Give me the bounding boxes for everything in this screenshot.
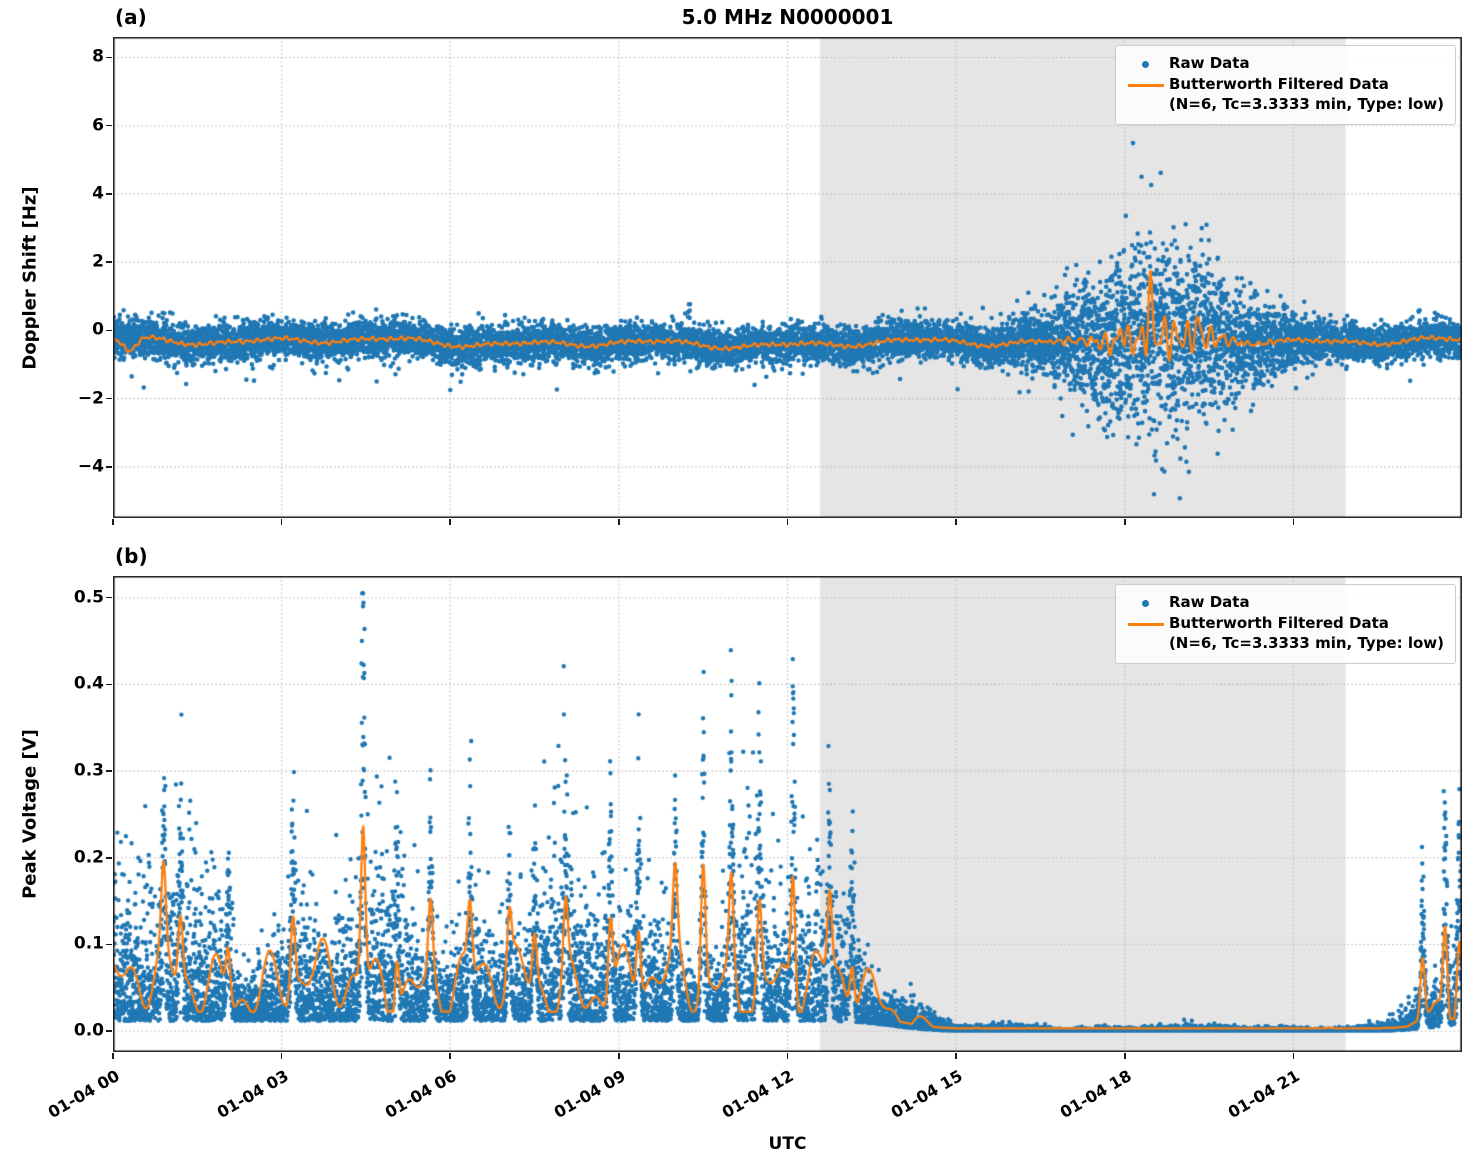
raw-data-dot-marker [1123, 593, 1169, 613]
y-tick-mark [106, 1030, 112, 1032]
x-tick-mark [449, 1053, 452, 1059]
y-tick-label-1-5: 0.0 [73, 1020, 104, 1041]
legend-row-filtered: Butterworth Filtered Data (N=6, Tc=3.333… [1123, 614, 1444, 654]
y-tick-label-0-0: 8 [92, 47, 104, 68]
x-tick-mark [786, 1053, 789, 1059]
y-tick-mark [106, 683, 112, 686]
legend-filtered-label-line2: (N=6, Tc=3.3333 min, Type: low) [1168, 633, 1444, 652]
y-tick-mark [106, 124, 112, 127]
y-tick-mark [106, 770, 112, 772]
y-tick-label-0-2: 4 [92, 183, 104, 204]
x-tick-label-7: 01-04 21 [1225, 1066, 1304, 1122]
y-tick-label-0-5: −2 [77, 388, 104, 409]
legend-filtered-label: Butterworth Filtered Data (N=6, Tc=3.333… [1169, 614, 1444, 654]
raw-data-dot-marker [1123, 54, 1169, 74]
x-tick-mark [280, 519, 283, 525]
x-tick-mark [1292, 1053, 1295, 1059]
axes-voltage: Raw Data Butterworth Filtered Data (N=6,… [113, 576, 1462, 1052]
y-tick-mark [106, 56, 112, 59]
x-tick-mark [1123, 519, 1126, 525]
panel-label-a: (a) [115, 5, 147, 29]
x-tick-mark [618, 519, 620, 525]
filtered-line-marker [1123, 614, 1169, 634]
x-tick-mark [955, 519, 957, 525]
y-tick-mark [106, 193, 112, 195]
y-tick-label-1-1: 0.4 [73, 673, 104, 694]
x-tick-label-6: 01-04 18 [1056, 1066, 1135, 1122]
x-tick-label-4: 01-04 12 [719, 1066, 798, 1122]
legend-voltage: Raw Data Butterworth Filtered Data (N=6,… [1114, 584, 1456, 664]
legend-filtered-label-line1: Butterworth Filtered Data [1168, 614, 1389, 632]
y-tick-mark [106, 466, 112, 468]
legend-raw-label: Raw Data [1168, 593, 1250, 611]
x-tick-mark [449, 519, 452, 525]
filtered-line-marker [1123, 75, 1169, 95]
legend-raw-label: Raw Data [1168, 54, 1250, 72]
legend-doppler: Raw Data Butterworth Filtered Data (N=6,… [1114, 45, 1456, 125]
axes-doppler: Raw Data Butterworth Filtered Data (N=6,… [113, 37, 1462, 518]
x-tick-mark [786, 519, 789, 525]
y-axis-label-voltage: Peak Voltage [V] [19, 729, 41, 899]
y-tick-label-1-3: 0.2 [73, 847, 104, 868]
y-tick-mark [106, 856, 112, 859]
legend-row-raw: Raw Data [1123, 593, 1444, 613]
legend-filtered-label-line2: (N=6, Tc=3.3333 min, Type: low) [1168, 94, 1444, 113]
y-tick-mark [106, 329, 112, 332]
y-axis-label-doppler: Doppler Shift [Hz] [19, 186, 41, 370]
y-tick-label-0-1: 6 [92, 115, 104, 136]
y-tick-label-1-2: 0.3 [73, 760, 104, 781]
y-tick-label-0-6: −4 [77, 456, 104, 477]
x-tick-mark [618, 1053, 620, 1059]
y-tick-mark [106, 943, 112, 946]
y-tick-label-0-4: 0 [92, 319, 104, 340]
y-tick-label-0-3: 2 [92, 251, 104, 272]
y-tick-mark [106, 397, 112, 400]
x-axis-label: UTC [768, 1134, 807, 1154]
x-tick-label-2: 01-04 06 [382, 1066, 460, 1122]
y-tick-mark [106, 596, 112, 599]
legend-row-filtered: Butterworth Filtered Data (N=6, Tc=3.333… [1123, 75, 1444, 115]
legend-filtered-label-line1: Butterworth Filtered Data [1168, 75, 1389, 93]
x-tick-mark [280, 1053, 283, 1059]
panel-label-b: (b) [115, 544, 148, 568]
x-tick-mark [112, 1053, 114, 1059]
x-tick-mark [112, 519, 114, 525]
x-tick-mark [955, 1053, 957, 1059]
legend-row-raw: Raw Data [1123, 54, 1444, 74]
figure-title: 5.0 MHz N0000001 [681, 5, 894, 29]
x-tick-label-3: 01-04 09 [550, 1066, 629, 1122]
x-tick-mark [1123, 1053, 1126, 1059]
x-tick-mark [1292, 519, 1295, 525]
legend-filtered-label: Butterworth Filtered Data (N=6, Tc=3.333… [1169, 75, 1444, 115]
x-tick-label-1: 01-04 03 [213, 1066, 292, 1122]
y-tick-mark [106, 261, 112, 263]
y-tick-label-1-4: 0.1 [73, 934, 104, 955]
x-tick-label-5: 01-04 15 [887, 1066, 966, 1122]
x-tick-label-0: 01-04 00 [44, 1066, 123, 1122]
y-tick-label-1-0: 0.5 [73, 587, 104, 608]
